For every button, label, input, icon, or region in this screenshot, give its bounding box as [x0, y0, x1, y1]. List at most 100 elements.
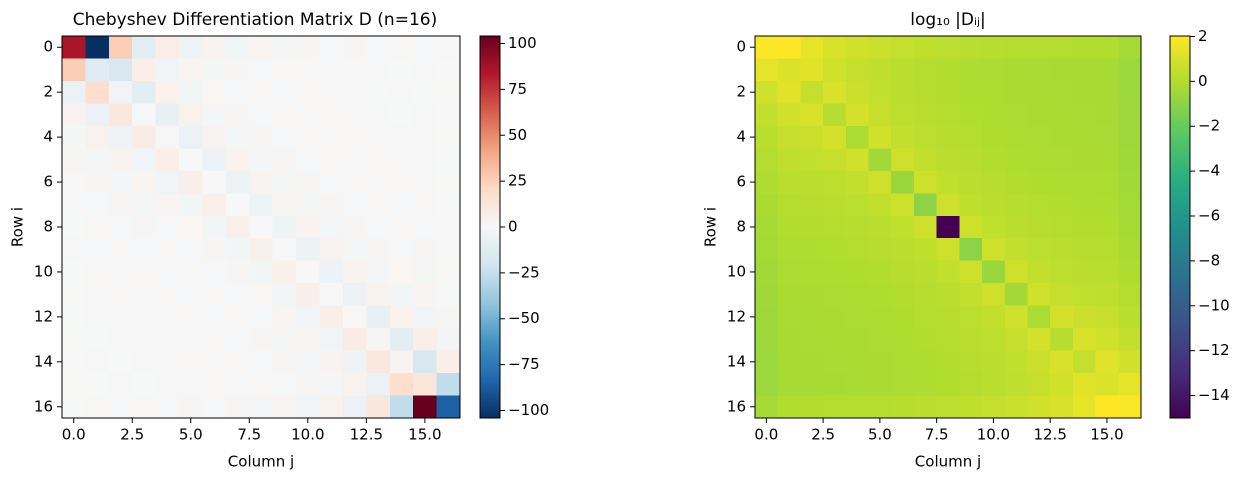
heatmap-cell: [1072, 328, 1096, 351]
heatmap-cell: [132, 103, 157, 127]
heatmap-cell: [800, 238, 824, 262]
heatmap-cell: [823, 305, 847, 329]
heatmap-cell: [891, 215, 915, 239]
heatmap-cell: [225, 283, 250, 307]
heatmap-cell: [225, 103, 250, 127]
heatmap-cell: [1027, 238, 1051, 262]
heatmap-cell: [132, 283, 157, 307]
heatmap-cell: [1004, 58, 1028, 82]
heatmap-cell: [108, 328, 133, 351]
colorbar-tick-label: 75: [508, 80, 527, 98]
heatmap-cell: [982, 395, 1006, 419]
heatmap-cell: [982, 215, 1006, 239]
colorbar-tick-label: −25: [508, 263, 540, 281]
heatmap-cell: [891, 238, 915, 262]
heatmap-cell: [202, 215, 227, 239]
heatmap-cell: [108, 58, 133, 82]
heatmap-cell: [755, 36, 779, 59]
heatmap-cell: [319, 238, 344, 262]
heatmap-cell: [1004, 125, 1028, 149]
heatmap-cell: [179, 283, 203, 307]
heatmap-cell: [272, 238, 297, 262]
heatmap-cell: [249, 58, 274, 82]
heatmap-cell: [296, 238, 320, 262]
colorbar-tick-label: −10: [1198, 296, 1230, 314]
heatmap-cell: [755, 305, 779, 329]
heatmap-cell: [225, 125, 250, 149]
heatmap-cell: [936, 58, 960, 82]
heatmap-cell: [108, 215, 133, 239]
heatmap-cell: [436, 125, 461, 149]
heatmap-cell: [132, 148, 157, 172]
heatmap-cell: [891, 58, 915, 82]
heatmap-cell: [272, 170, 297, 194]
heatmap-cell: [225, 373, 250, 396]
heatmap-cell: [800, 125, 824, 149]
colorbar-tick-label: 0: [1198, 72, 1208, 90]
colorbar-tick-label: 0: [508, 218, 518, 236]
heatmap-cell: [913, 36, 938, 59]
heatmap-cell: [982, 373, 1006, 396]
heatmap-cell: [225, 328, 250, 351]
heatmap-cell: [413, 193, 437, 217]
heatmap-cell: [913, 395, 938, 419]
heatmap-cell: [225, 170, 250, 194]
heatmap-cell: [85, 58, 110, 82]
heatmap-cell: [891, 305, 915, 329]
y-axis-label: Row i: [702, 207, 720, 247]
heatmap-cell: [1027, 350, 1051, 374]
heatmap-cell: [959, 305, 983, 329]
heatmap-cell: [202, 103, 227, 127]
colorbar-tick-label: −6: [1198, 207, 1220, 225]
heatmap-cell: [62, 80, 86, 104]
heatmap-cell: [1004, 283, 1028, 307]
heatmap-cell: [1095, 148, 1119, 172]
heatmap-cell: [179, 36, 203, 59]
heatmap-cell: [913, 215, 938, 239]
heatmap-cell: [1027, 36, 1051, 59]
heatmap-cell: [389, 283, 414, 307]
heatmap-cell: [179, 193, 203, 217]
heatmap-cell: [413, 80, 437, 104]
heatmap-cell: [413, 373, 437, 396]
heatmap-cell: [272, 103, 297, 127]
heatmap-cell: [1118, 148, 1142, 172]
heatmap-cell: [179, 58, 203, 82]
colorbar-tick-label: 50: [508, 126, 527, 144]
heatmap-cell: [296, 350, 320, 374]
heatmap-cell: [891, 80, 915, 104]
heatmap-cell: [1027, 260, 1051, 284]
heatmap-cell: [155, 170, 180, 194]
x-tick-label: 7.5: [237, 426, 261, 444]
heatmap-cell: [845, 395, 869, 419]
heatmap-cell: [202, 148, 227, 172]
heatmap-cell: [959, 125, 983, 149]
heatmap-cell: [959, 36, 983, 59]
colorbar-tick-label: −4: [1198, 162, 1220, 180]
heatmap-cell: [1095, 170, 1119, 194]
heatmap-cell: [1004, 215, 1028, 239]
heatmap-cell: [342, 395, 367, 419]
heatmap-cell: [436, 328, 461, 351]
heatmap-cell: [108, 36, 133, 59]
heatmap-cell: [319, 395, 344, 419]
heatmap-cell: [891, 350, 915, 374]
heatmap-cell: [755, 395, 779, 419]
heatmap-cell: [108, 395, 133, 419]
x-tick-label: 10.0: [977, 426, 1010, 444]
heatmap-cell: [845, 215, 869, 239]
y-tick-label: 2: [736, 83, 746, 101]
heatmap-cell: [389, 36, 414, 59]
heatmap-cell: [913, 148, 938, 172]
heatmap-cell: [1027, 305, 1051, 329]
heatmap-cell: [155, 283, 180, 307]
heatmap-cell: [755, 58, 779, 82]
heatmap-cell: [342, 215, 367, 239]
heatmap-cell: [777, 193, 801, 217]
y-tick-label: 0: [43, 38, 53, 56]
heatmap-cell: [1050, 305, 1074, 329]
heatmap-cell: [155, 395, 180, 419]
heatmap-cell: [845, 80, 869, 104]
heatmap-cell: [1118, 305, 1142, 329]
